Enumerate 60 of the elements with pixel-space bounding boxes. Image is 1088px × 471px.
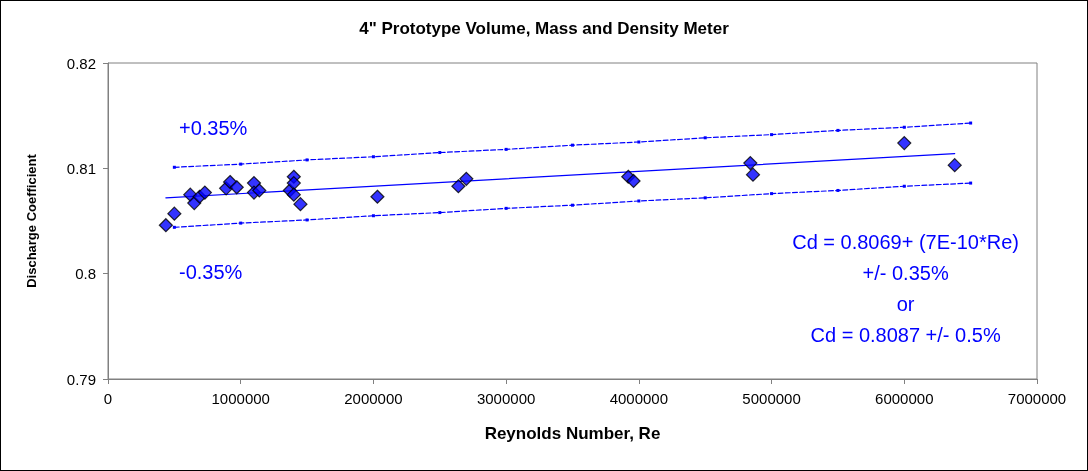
y-tick-label: 0.82 [66,54,96,72]
point [902,184,906,188]
point [286,187,301,202]
y-tick-label: 0.8 [75,265,96,283]
point [836,188,840,192]
point [167,206,182,221]
point [229,180,244,195]
point [197,185,212,200]
point [293,197,308,212]
annotation: Cd = 0.8069+ (7E-10*Re) +/- 0.35% or Cd = 0.8087 +/- 0.5% [792,230,1019,346]
point [969,121,973,125]
x-tick-label: 7000000 [1007,390,1067,407]
point [438,151,442,155]
point [770,192,774,196]
point [305,158,309,162]
point [626,173,641,189]
point [239,162,243,166]
x-tick-label: 1000000 [211,390,270,407]
annotation: -0.35% [179,260,243,283]
point [836,128,840,132]
x-tick-label: 2000000 [344,390,403,407]
point [459,171,474,186]
point [371,214,375,218]
point [637,199,641,203]
point [571,203,574,207]
x-axis-title: Reynolds Number, Re [484,424,661,443]
chart-title: 4" Prototype Volume, Mass and Density Meter [359,19,730,38]
point [172,225,176,229]
point [743,155,758,171]
point [370,189,385,204]
point [239,221,243,225]
x-tick-label: 3000000 [476,390,536,407]
point [438,211,442,215]
x-tick-label: 5000000 [742,390,801,407]
point [172,165,176,169]
point [969,181,973,185]
point [252,183,267,198]
point [286,175,301,191]
x-tick-label: 4000000 [609,390,669,407]
point [947,158,962,173]
point [703,196,707,200]
point [897,135,912,151]
point [158,218,173,233]
x-tick-label: 6000000 [875,390,934,407]
x-tick-label: 0 [103,390,113,407]
point [451,179,466,194]
point [504,206,508,210]
point [745,167,761,182]
point [902,125,906,129]
y-axis-title: Discharge Coefficient [24,153,39,288]
point [504,147,508,151]
point [371,155,375,159]
annotation: +0.35% [179,116,248,139]
point [637,140,641,144]
point [571,143,574,147]
point [703,136,707,140]
point [305,218,309,222]
y-tick-label: 0.81 [66,159,96,177]
y-tick-label: 0.79 [66,370,96,388]
point [770,133,774,137]
